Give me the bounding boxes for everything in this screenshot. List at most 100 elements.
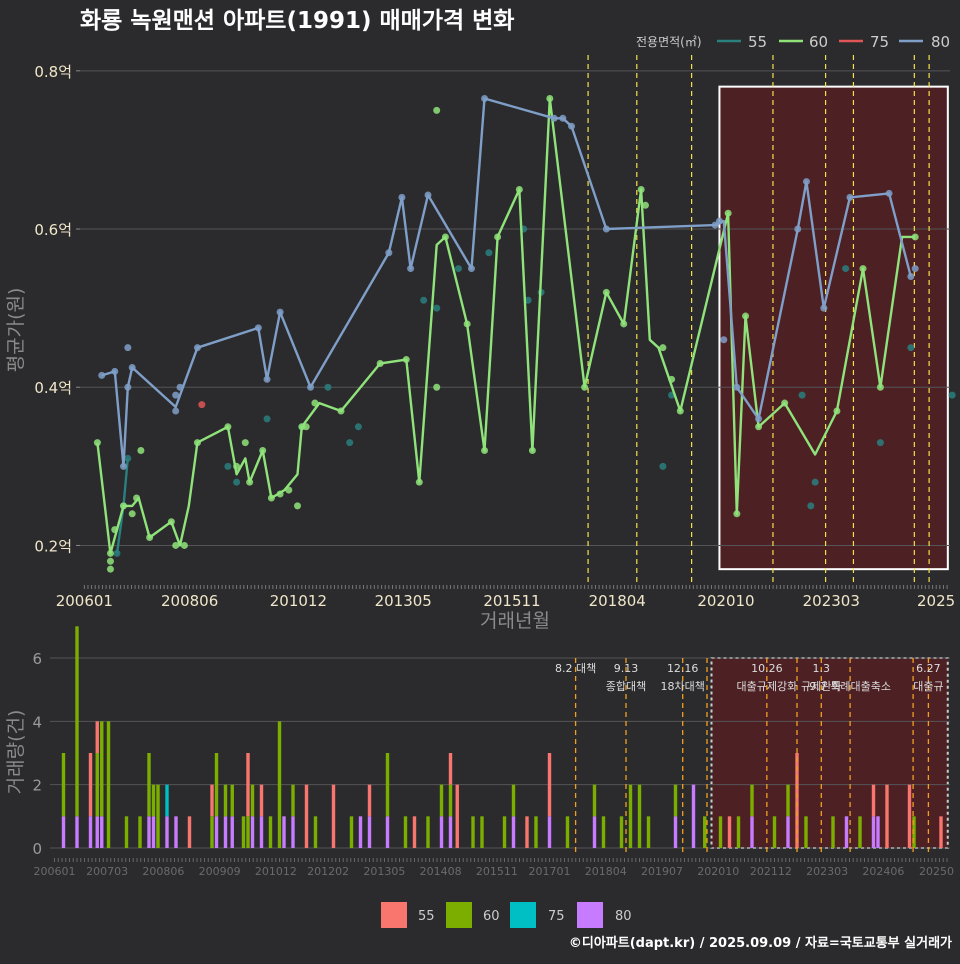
data-point-80 [111, 367, 119, 375]
price-x-tick-label: 202010 [697, 592, 754, 610]
data-point-60 [259, 447, 267, 455]
volume-bar-80 [876, 816, 880, 848]
data-point-55 [454, 265, 462, 273]
data-point-55 [948, 391, 956, 399]
volume-x-tick-label: 200909 [199, 865, 241, 878]
volume-bar-60 [147, 753, 151, 817]
volume-x-tick-label: 202406 [862, 865, 904, 878]
volume-y-tick-label: 6 [32, 650, 42, 668]
price-y-tick-label: 0.6억 [34, 221, 72, 239]
data-point-80 [128, 363, 136, 371]
data-point-60 [376, 360, 384, 368]
legend-bar-swatch-60 [446, 902, 472, 928]
data-point-80 [468, 265, 475, 273]
data-point-60 [106, 565, 114, 573]
data-point-80 [276, 308, 284, 316]
data-point-60 [637, 185, 645, 193]
volume-bar-80 [673, 816, 678, 848]
data-point-55 [113, 549, 121, 557]
data-point-60 [267, 494, 275, 502]
volume-x-tick-label: 201907 [641, 865, 683, 878]
data-point-60 [337, 407, 345, 415]
volume-bar-80 [786, 816, 790, 848]
data-point-80 [424, 191, 432, 199]
volume-bar-55 [412, 816, 417, 848]
volume-bar-60 [291, 784, 295, 817]
legend-label-75: 75 [870, 33, 889, 51]
volume-bar-75 [165, 784, 169, 817]
volume-bar-60 [439, 784, 444, 817]
volume-bar-80 [223, 816, 228, 848]
volume-bar-60 [230, 784, 234, 817]
price-y-tick-label: 0.4억 [34, 379, 72, 397]
data-point-60 [167, 518, 175, 526]
data-point-55 [907, 344, 915, 352]
data-point-60 [146, 534, 154, 542]
volume-x-tick-label: 200601 [34, 865, 76, 878]
top-legend: 전용면적(㎡) 55 60 75 80 [636, 33, 950, 51]
volume-x-tick-label: 200703 [86, 865, 128, 878]
volume-bar-60 [534, 816, 538, 848]
data-point-80 [172, 391, 180, 399]
data-point-80 [124, 383, 132, 391]
volume-bar-80 [448, 816, 453, 848]
data-point-80 [481, 95, 489, 103]
volume-bar-60 [912, 816, 916, 848]
volume-bar-60 [565, 816, 570, 848]
volume-x-tick-label: 201012 [255, 865, 297, 878]
data-point-80 [407, 265, 415, 273]
data-point-60 [642, 201, 649, 209]
volume-bar-60 [646, 816, 651, 848]
data-point-60 [433, 383, 441, 391]
volume-bar-60 [156, 784, 160, 848]
policy-label-date: 1.3 [813, 662, 831, 675]
volume-bar-80 [750, 816, 754, 848]
volume-bar-55 [95, 721, 99, 753]
volume-bar-60 [250, 784, 255, 817]
volume-bar-60 [349, 816, 354, 848]
volume-y-tick-label: 2 [32, 777, 42, 795]
data-point-60 [172, 541, 180, 549]
policy-label-name: 18차대책 [661, 680, 705, 693]
volume-bar-55 [448, 753, 453, 785]
volume-x-tick-label: 201804 [585, 865, 627, 878]
volume-bar-60 [592, 784, 597, 817]
volume-bar-55 [88, 753, 93, 817]
series-line-60 [96, 97, 916, 555]
data-point-60 [581, 383, 589, 391]
volume-bar-55 [795, 753, 799, 848]
volume-bar-55 [525, 816, 529, 848]
data-point-60 [133, 494, 141, 502]
data-point-60 [515, 185, 523, 193]
volume-bar-60 [601, 816, 606, 848]
volume-bar-80 [385, 816, 390, 848]
data-point-80 [385, 249, 393, 257]
data-point-55 [433, 304, 441, 312]
volume-bar-80 [291, 816, 295, 848]
volume-bar-60 [480, 816, 484, 848]
policy-label-date: 12.16 [667, 662, 699, 675]
data-point-60 [494, 233, 502, 241]
volume-bar-80 [174, 816, 178, 848]
data-point-60 [833, 407, 841, 415]
volume-bar-55 [331, 784, 336, 848]
volume-bar-80 [259, 816, 264, 848]
data-point-60 [402, 356, 410, 364]
legend-bar-label-80: 80 [615, 909, 632, 924]
data-point-55 [524, 296, 532, 304]
volume-bar-80 [691, 784, 696, 848]
volume-x-tick-label: 201408 [420, 865, 462, 878]
legend-label-55: 55 [748, 33, 767, 51]
data-point-80 [550, 114, 558, 122]
data-point-60 [528, 447, 536, 455]
volume-bar-60 [241, 816, 246, 848]
volume-bar-55 [367, 784, 372, 817]
data-point-80 [820, 304, 828, 312]
volume-bar-60 [858, 816, 862, 848]
legend-bar-swatch-75 [510, 902, 536, 928]
volume-bar-60 [100, 721, 104, 817]
data-point-80 [911, 265, 919, 273]
data-point-80 [568, 122, 576, 130]
price-y-tick-label: 0.2억 [34, 537, 72, 555]
